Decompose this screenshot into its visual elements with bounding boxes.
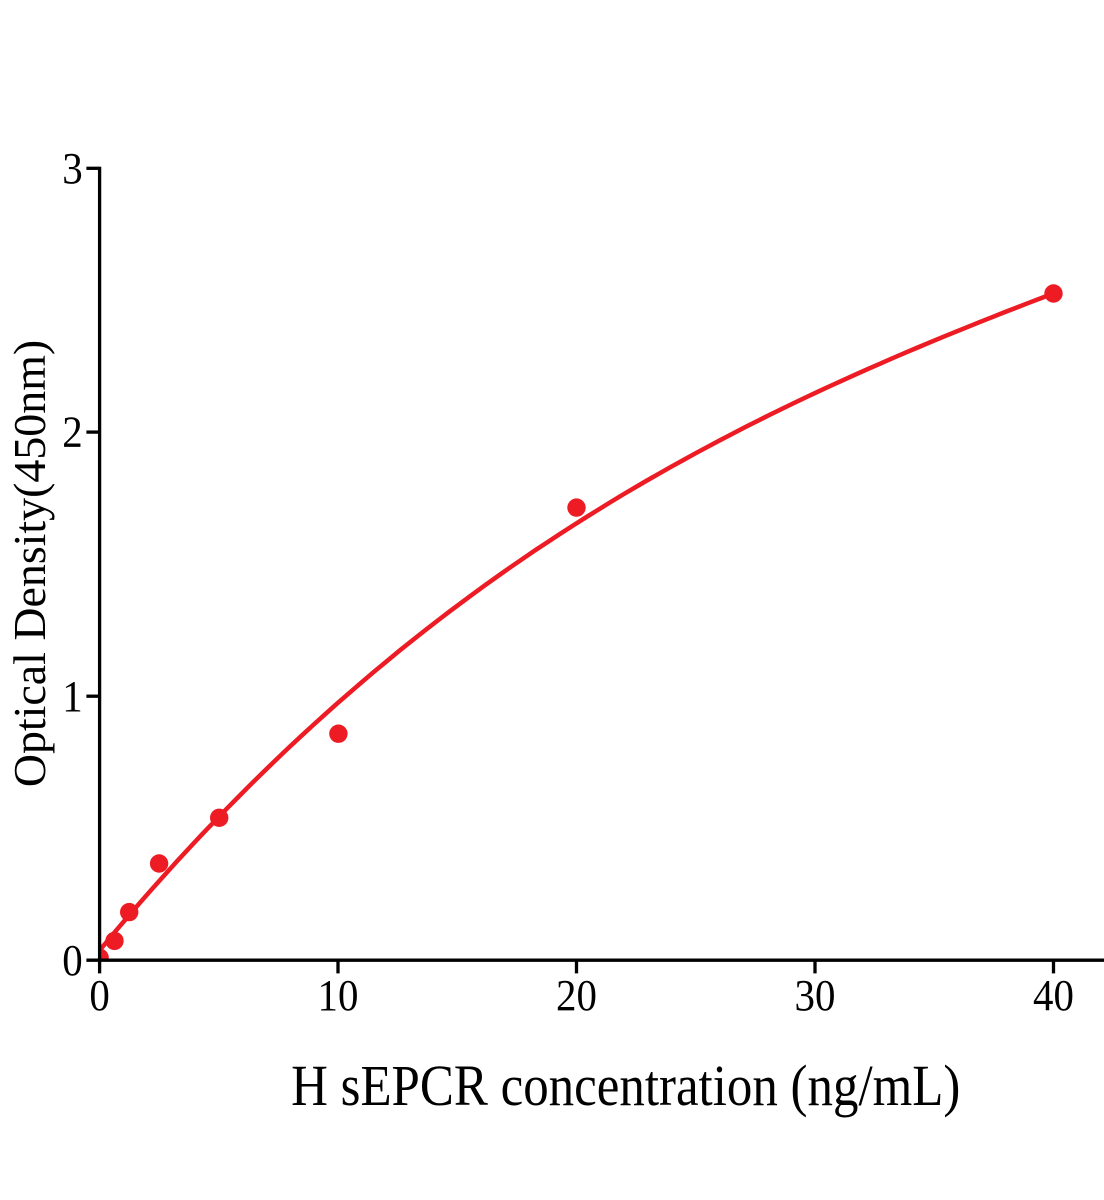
svg-text:10: 10 [318, 972, 359, 1021]
svg-text:0: 0 [89, 972, 109, 1021]
svg-text:30: 30 [795, 972, 836, 1021]
svg-text:0: 0 [62, 936, 82, 985]
svg-text:1: 1 [62, 672, 82, 721]
svg-text:Optical Density(450nm): Optical Density(450nm) [4, 340, 55, 787]
svg-text:40: 40 [1033, 972, 1074, 1021]
svg-text:H sEPCR concentration (ng/mL): H sEPCR concentration (ng/mL) [291, 1053, 960, 1118]
svg-text:3: 3 [62, 145, 82, 194]
svg-text:20: 20 [556, 972, 597, 1021]
svg-text:2: 2 [62, 408, 82, 457]
